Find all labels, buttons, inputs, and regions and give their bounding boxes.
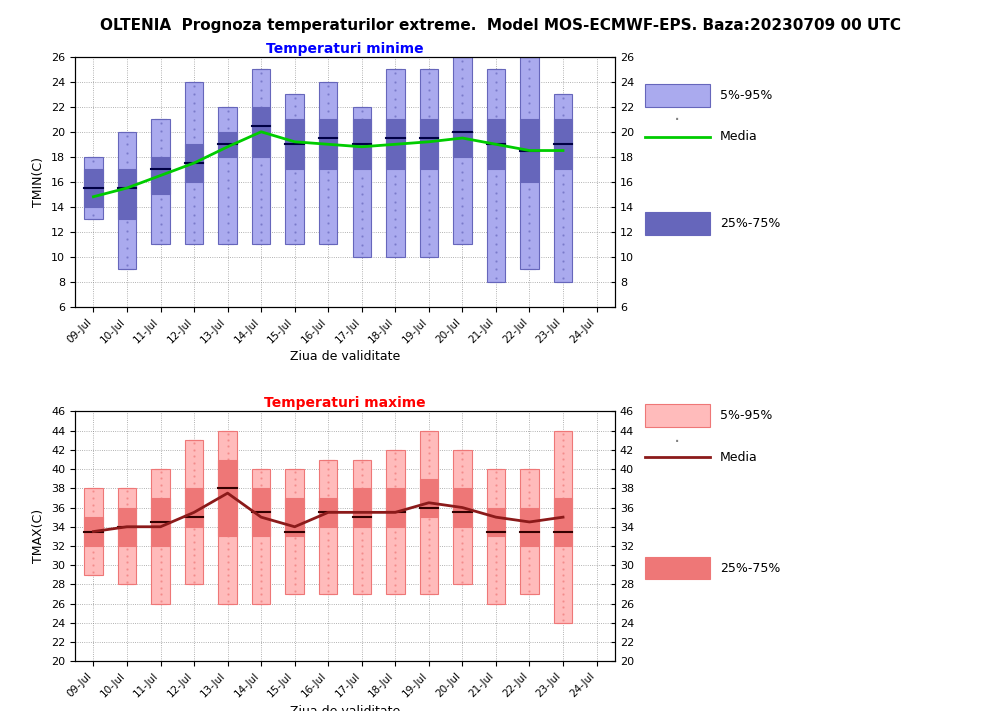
Bar (453, 119, 472, 156)
Text: ·: · (674, 112, 680, 130)
Bar (420, 431, 438, 594)
Bar (319, 459, 337, 594)
Text: 5%-95%: 5%-95% (720, 409, 772, 422)
Title: Temperaturi maxime: Temperaturi maxime (264, 396, 426, 410)
Bar (118, 488, 136, 584)
Bar (487, 119, 505, 169)
Bar (185, 488, 203, 527)
Bar (487, 508, 505, 536)
Bar (420, 479, 438, 517)
Bar (554, 95, 572, 282)
Bar (218, 132, 237, 156)
Bar (386, 70, 405, 257)
Bar (151, 498, 170, 546)
Bar (218, 459, 237, 536)
Bar (218, 431, 237, 604)
Bar (151, 156, 170, 194)
Bar (520, 57, 539, 269)
Text: 25%-75%: 25%-75% (720, 217, 780, 230)
Bar (353, 119, 371, 169)
Bar (353, 107, 371, 257)
Text: Media: Media (720, 451, 758, 464)
Bar (285, 498, 304, 536)
Bar (118, 508, 136, 546)
Bar (185, 440, 203, 584)
Bar (252, 469, 270, 604)
Bar (386, 450, 405, 594)
Bar (84, 488, 103, 574)
Bar (487, 70, 505, 282)
Bar (252, 107, 270, 156)
Bar (420, 70, 438, 257)
Bar (218, 107, 237, 244)
Bar (285, 469, 304, 594)
Bar (353, 459, 371, 594)
Text: Media: Media (720, 130, 758, 143)
Bar (151, 469, 170, 604)
Bar (285, 95, 304, 244)
Bar (520, 508, 539, 546)
Bar (319, 82, 337, 244)
Bar (453, 57, 472, 244)
Title: Temperaturi minime: Temperaturi minime (266, 42, 424, 55)
Bar (84, 156, 103, 219)
Bar (319, 119, 337, 169)
Bar (487, 469, 505, 604)
Bar (285, 119, 304, 169)
X-axis label: Ziua de validitate: Ziua de validitate (290, 705, 400, 711)
Bar (520, 469, 539, 594)
Bar (252, 488, 270, 536)
Bar (554, 431, 572, 623)
Bar (252, 70, 270, 244)
Text: 25%-75%: 25%-75% (720, 562, 780, 574)
Bar (151, 119, 170, 244)
Bar (420, 119, 438, 169)
Bar (118, 132, 136, 269)
Bar (84, 169, 103, 207)
Bar (118, 169, 136, 219)
Bar (554, 498, 572, 546)
Bar (353, 488, 371, 527)
Bar (185, 82, 203, 244)
Text: 5%-95%: 5%-95% (720, 89, 772, 102)
Y-axis label: TMIN(C): TMIN(C) (32, 156, 45, 207)
Text: ·: · (674, 433, 680, 451)
Bar (386, 119, 405, 169)
Bar (520, 119, 539, 182)
Bar (453, 488, 472, 527)
Bar (554, 119, 572, 169)
Bar (386, 488, 405, 527)
Text: OLTENIA  Prognoza temperaturilor extreme.  Model MOS-ECMWF-EPS. Baza:20230709 00: OLTENIA Prognoza temperaturilor extreme.… (100, 18, 900, 33)
Bar (185, 144, 203, 182)
X-axis label: Ziua de validitate: Ziua de validitate (290, 351, 400, 363)
Y-axis label: TMAX(C): TMAX(C) (32, 509, 45, 563)
Bar (319, 498, 337, 527)
Bar (84, 517, 103, 546)
Bar (453, 450, 472, 584)
